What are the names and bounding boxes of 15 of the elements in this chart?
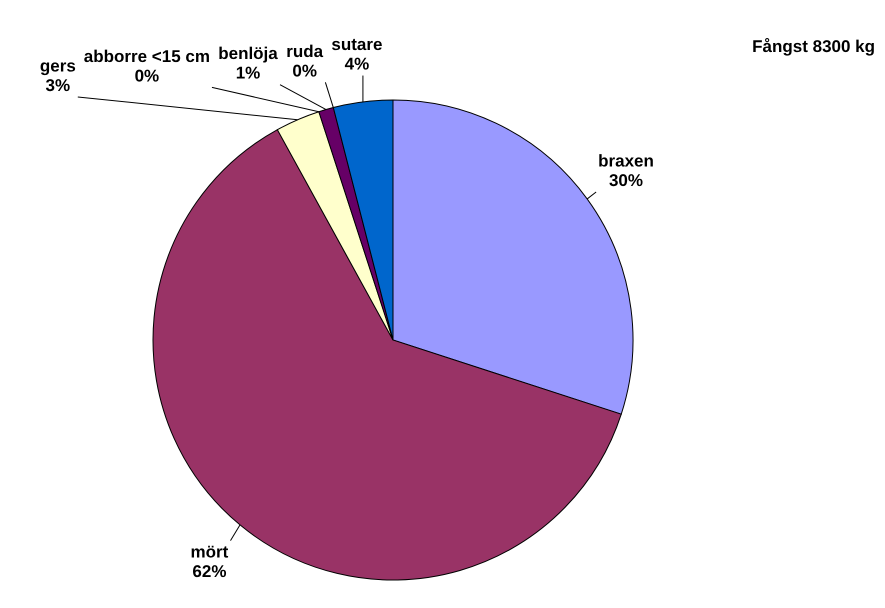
data-label: 4% [344,54,370,74]
slice-label: gers [40,56,76,76]
category-label: ruda [286,42,324,61]
data-label: 1% [236,64,260,83]
text: 0% [134,66,160,86]
slice-label: mört [190,542,229,562]
slice-label: benlöja [218,44,278,64]
data-label: 3% [46,76,70,95]
category-label: abborre <15 cm [84,46,210,66]
text: Fångst 8300 kg [752,37,875,56]
data-label: 62% [192,562,226,582]
slice-label: sutare [331,34,382,54]
data-label: 30% [608,170,644,190]
slice-label: braxen [598,151,654,170]
text: 0% [292,61,317,80]
